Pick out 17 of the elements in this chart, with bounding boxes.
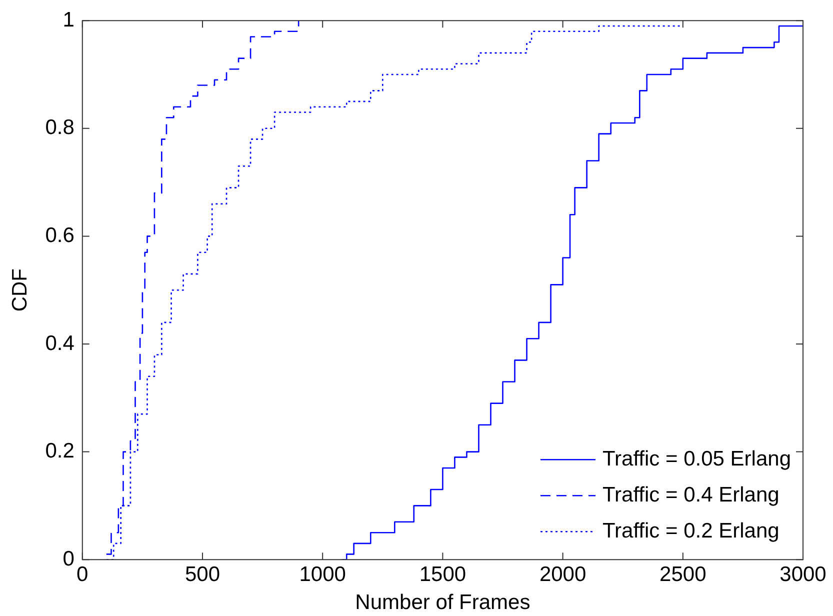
x-tick-label: 2000: [539, 562, 586, 586]
y-tick-label: 0.4: [45, 332, 75, 355]
y-tick-label: 0.2: [45, 440, 74, 463]
y-tick-label: 0.8: [45, 116, 74, 140]
x-tick-label: 2500: [660, 562, 706, 586]
x-tick-label: 3000: [780, 562, 826, 586]
x-tick-label: 1500: [419, 562, 466, 586]
x-tick-label: 1000: [299, 562, 346, 586]
y-tick-label: 0.6: [45, 224, 74, 247]
y-axis-title: CDF: [8, 268, 32, 312]
legend-label: Traffic = 0.4 Erlang: [602, 483, 780, 506]
x-tick-label: 500: [184, 562, 220, 586]
y-tick-label: 1: [62, 8, 74, 32]
legend-label: Traffic = 0.05 Erlang: [602, 447, 792, 470]
y-tick-label: 0: [62, 547, 74, 570]
legend-label: Traffic = 0.2 Erlang: [602, 519, 780, 542]
x-axis-title: Number of Frames: [355, 591, 530, 614]
